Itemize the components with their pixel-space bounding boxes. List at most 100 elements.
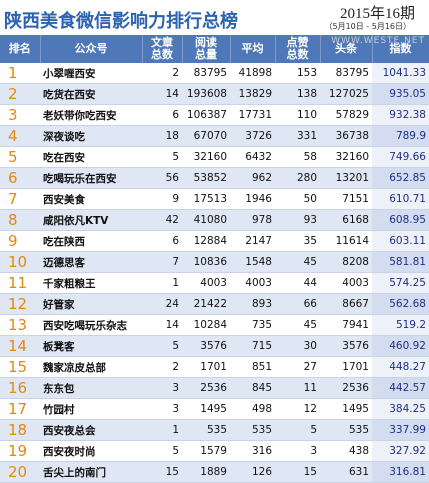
column-header-text: 点赞 总数: [286, 36, 309, 61]
table-cell: 17: [0, 398, 40, 420]
table-cell: 27: [275, 356, 320, 378]
table-cell: 53852: [182, 167, 230, 189]
table-cell: 2536: [182, 377, 230, 399]
table-cell: 竹园村: [40, 398, 142, 420]
table-cell: 3726: [230, 125, 275, 147]
column-header: 头条: [320, 35, 373, 63]
table-cell: 384.25: [372, 398, 429, 420]
table-cell: 331: [275, 125, 320, 147]
table-cell: 4003: [320, 272, 372, 294]
table-cell: 67070: [182, 125, 230, 147]
title: 陕西美食微信影响力排行总榜: [4, 11, 238, 32]
table-cell: 2536: [320, 377, 372, 399]
table-cell: 东东包: [40, 377, 142, 399]
table-cell: 13: [0, 314, 40, 336]
header-row: 排名 公众号 文章 总数 阅读 总量 平均 点赞 总数 头条 指数: [0, 35, 429, 63]
table-cell: 66: [275, 293, 320, 315]
table-row: 14 板凳客 5 3576 715 30 3576 460.92: [0, 335, 429, 357]
table-cell: 8208: [320, 251, 372, 273]
table-cell: 千家粗粮王: [40, 272, 142, 294]
table-cell: 2147: [230, 230, 275, 252]
table-cell: 581.81: [372, 251, 429, 273]
table-cell: 845: [230, 377, 275, 399]
table-cell: 11: [0, 272, 40, 294]
table-cell: 498: [230, 398, 275, 420]
table-cell: 7151: [320, 188, 372, 210]
table-cell: 535: [320, 419, 372, 441]
table-cell: 6432: [230, 146, 275, 168]
table-cell: 1495: [320, 398, 372, 420]
table-cell: 深夜谈吃: [40, 125, 142, 147]
table-row: 17 竹园村 3 1495 498 12 1495 384.25: [0, 398, 429, 420]
table-cell: 17731: [230, 104, 275, 126]
table-row: 20 舌尖上的南门 15 1889 126 15 631 316.81: [0, 461, 429, 483]
column-header: 公众号: [40, 35, 143, 63]
table-cell: 11: [275, 377, 320, 399]
table-row: 3 老妖带你吃西安 6 106387 17731 110 57829 932.38: [0, 104, 429, 126]
column-header-text: 文章 总数: [151, 36, 173, 61]
table-cell: 153: [275, 63, 320, 84]
table-cell: 44: [275, 272, 320, 294]
table-cell: 562.68: [372, 293, 429, 315]
table-cell: 460.92: [372, 335, 429, 357]
table-cell: 好管家: [40, 293, 142, 315]
table-row: 4 深夜谈吃 18 67070 3726 331 36738 789.9: [0, 125, 429, 147]
table-row: 13 西安吃喝玩乐杂志 14 10284 735 45 7941 519.2: [0, 314, 429, 336]
table-cell: 13201: [320, 167, 372, 189]
table-row: 11 千家粗粮王 1 4003 4003 44 4003 574.25: [0, 272, 429, 294]
title-bar: 陕西美食微信影响力排行总榜 2015年16期 （5月10日 - 5月16日） W…: [0, 0, 429, 46]
table-cell: 3576: [182, 335, 230, 357]
table-cell: 32160: [320, 146, 372, 168]
table-cell: 6168: [320, 209, 372, 231]
table-cell: 6: [142, 104, 182, 126]
issue: 2015年16期: [339, 6, 415, 22]
table-cell: 7: [0, 188, 40, 210]
table-cell: 41898: [230, 63, 275, 84]
table-cell: 5: [275, 419, 320, 441]
table-row: 1 小翠喱西安 2 83795 41898 153 83795 1041.33: [0, 63, 429, 84]
table-cell: 851: [230, 356, 275, 378]
table-cell: 57829: [320, 104, 372, 126]
table-row: 2 吃货在西安 14 193608 13829 138 127025 935.05: [0, 83, 429, 105]
table-cell: 574.25: [372, 272, 429, 294]
table-cell: 715: [230, 335, 275, 357]
table-cell: 45: [275, 251, 320, 273]
table-cell: 1701: [182, 356, 230, 378]
table-cell: 93: [275, 209, 320, 231]
table-row: 10 迈德思客 7 10836 1548 45 8208 581.81: [0, 251, 429, 273]
table-cell: 337.99: [372, 419, 429, 441]
table-cell: 12: [275, 398, 320, 420]
column-header-text: 公众号: [74, 42, 108, 55]
table-cell: 327.92: [372, 440, 429, 462]
table-cell: 10836: [182, 251, 230, 273]
table-cell: 4003: [182, 272, 230, 294]
table-cell: 4: [0, 125, 40, 147]
table-cell: 45: [275, 314, 320, 336]
table-cell: 3: [275, 440, 320, 462]
table-cell: 14: [142, 314, 182, 336]
table-cell: 3: [142, 398, 182, 420]
table-cell: 193608: [182, 83, 230, 105]
table-cell: 西安吃喝玩乐杂志: [40, 314, 142, 336]
table-cell: 吃喝玩乐在西安: [40, 167, 142, 189]
table-cell: 56: [142, 167, 182, 189]
table-cell: 7941: [320, 314, 372, 336]
table-body: 1 小翠喱西安 2 83795 41898 153 83795 1041.33 2 吃货在西安 14…: [0, 63, 429, 483]
table-cell: 12: [0, 293, 40, 315]
table-cell: 962: [230, 167, 275, 189]
table-cell: 3: [0, 104, 40, 126]
table-cell: 3576: [320, 335, 372, 357]
table-cell: 14: [142, 83, 182, 105]
table-cell: 3: [142, 377, 182, 399]
table-cell: 6: [142, 230, 182, 252]
table-cell: 126: [230, 461, 275, 483]
table-cell: 893: [230, 293, 275, 315]
table-cell: 5: [142, 440, 182, 462]
column-header: 阅读 总量: [182, 35, 231, 63]
table-cell: 1889: [182, 461, 230, 483]
table-cell: 2: [142, 63, 182, 84]
table-cell: 83795: [320, 63, 372, 84]
table-cell: 1: [142, 419, 182, 441]
column-header-text: 平均: [241, 42, 264, 55]
